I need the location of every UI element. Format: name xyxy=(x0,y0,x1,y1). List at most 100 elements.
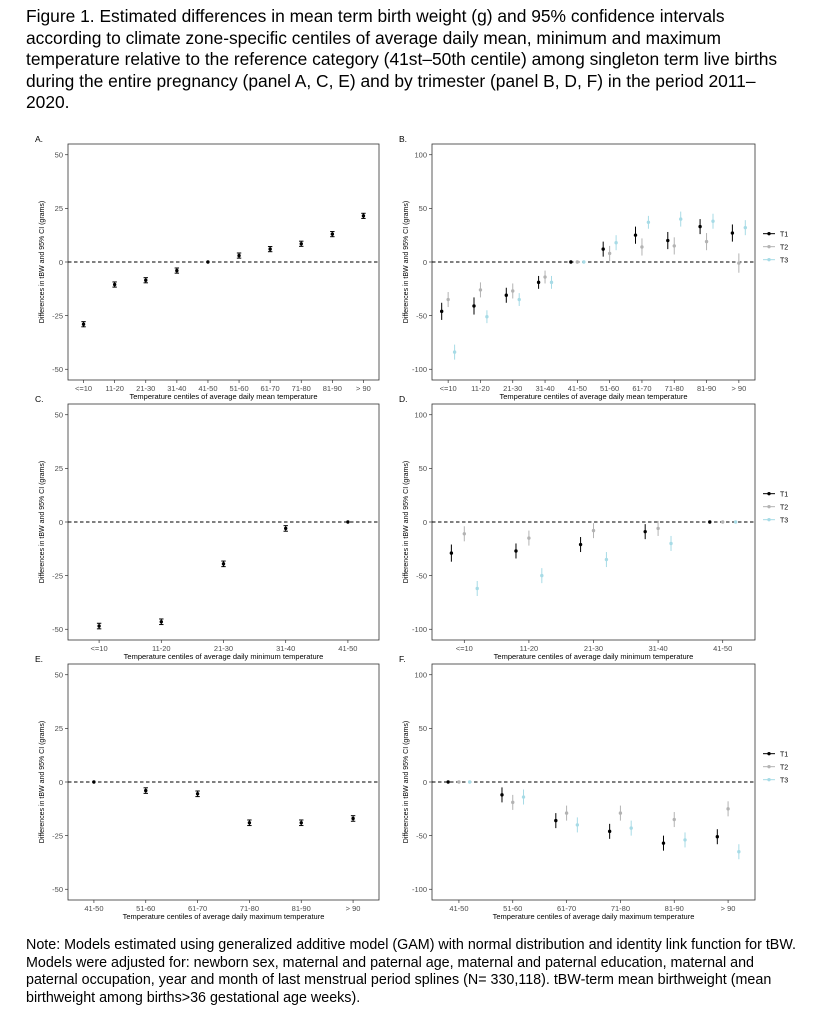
x-tick-label: 61-70 xyxy=(188,904,207,913)
series-t3 xyxy=(467,780,741,860)
y-axis-label: Differences in tBW and 95% CI (grams) xyxy=(39,461,46,583)
data-point xyxy=(733,520,738,524)
data-point xyxy=(575,260,580,264)
data-point xyxy=(737,261,741,265)
panel-d-chart: D. -100 -50 0 50 100 <=10 11-20 21-30 31-40 41-50 T… xyxy=(399,394,788,661)
y-tick-label: -50 xyxy=(52,885,63,894)
panel-label: A. xyxy=(35,134,43,144)
x-tick-label: 71-80 xyxy=(292,384,311,393)
data-point xyxy=(112,282,117,287)
panel-b-chart: B. -100 -50 0 50 100 <=10 11-20 21-30 31-40 41-50 5… xyxy=(399,134,788,401)
series-t1 xyxy=(449,520,712,562)
data-point xyxy=(500,793,504,797)
legend-label: T3 xyxy=(780,517,788,524)
panel-e-chart: E. -50 -25 0 25 50 41-50 51-60 61-70 71-80 81-90 > … xyxy=(35,654,380,921)
x-tick-label: 41-50 xyxy=(568,384,587,393)
figure-note: Note: Models estimated using generalized… xyxy=(26,937,797,1006)
legend-label: T2 xyxy=(780,244,788,251)
y-tick-label: -50 xyxy=(416,831,427,840)
data-point xyxy=(730,231,735,235)
y-tick-label: 0 xyxy=(59,518,63,527)
data-point xyxy=(698,224,702,229)
legend-label: T3 xyxy=(780,777,788,784)
legend-key-point xyxy=(767,231,771,236)
data-point xyxy=(708,520,712,524)
x-tick-label: 11-20 xyxy=(105,384,124,393)
y-tick-label: 25 xyxy=(55,724,63,733)
x-tick-label: 71-80 xyxy=(611,904,630,913)
y-tick-label: -25 xyxy=(52,571,63,580)
data-point xyxy=(614,240,618,245)
y-tick-label: 50 xyxy=(55,151,63,160)
y-axis-label: Differences in tBW and 95% CI (grams) xyxy=(403,721,410,843)
data-point xyxy=(268,247,272,251)
x-tick-label: 41-50 xyxy=(713,644,732,653)
legend-key-point xyxy=(767,244,771,249)
x-axis-label: Temperature centiles of average daily mi… xyxy=(494,652,694,661)
x-tick-label: 31-40 xyxy=(276,644,295,653)
data-point xyxy=(457,780,461,784)
data-point xyxy=(646,220,651,225)
y-tick-label: 25 xyxy=(55,204,63,213)
legend-key-point xyxy=(767,517,771,522)
legend-label: T3 xyxy=(780,257,788,264)
series-t1 xyxy=(439,219,735,320)
data-point xyxy=(575,823,580,827)
x-tick-label: 81-90 xyxy=(323,384,342,393)
x-tick-label: 31-40 xyxy=(535,384,554,393)
y-tick-label: 0 xyxy=(423,778,427,787)
data-point xyxy=(449,551,454,555)
series-t2 xyxy=(446,233,741,308)
x-tick-label: 41-50 xyxy=(84,904,103,913)
data-point xyxy=(462,532,466,536)
y-tick-label: -100 xyxy=(412,885,427,894)
x-tick-label: 61-70 xyxy=(632,384,651,393)
panel-c-chart: C. -50 -25 0 25 50 <=10 11-20 21-30 31-40 41-50 Tem… xyxy=(35,394,380,661)
data-point xyxy=(521,795,526,799)
data-point xyxy=(247,821,252,825)
data-point xyxy=(346,520,350,524)
y-tick-label: 0 xyxy=(59,258,63,267)
data-point xyxy=(92,780,96,784)
y-tick-label: 0 xyxy=(423,258,427,267)
y-tick-label: 0 xyxy=(423,518,427,527)
y-tick-label: -50 xyxy=(52,625,63,634)
x-tick-label: <=10 xyxy=(91,644,108,653)
x-tick-label: > 90 xyxy=(721,904,736,913)
data-point xyxy=(237,253,241,258)
legend-label: T1 xyxy=(780,491,788,498)
x-tick-label: 61-70 xyxy=(557,904,576,913)
x-tick-label: 41-50 xyxy=(338,644,357,653)
data-point xyxy=(514,549,518,553)
data-point xyxy=(144,278,148,282)
data-point xyxy=(601,247,605,251)
data-point xyxy=(446,297,450,302)
panel-label: B. xyxy=(399,134,407,144)
y-tick-label: 100 xyxy=(414,671,427,680)
data-point xyxy=(737,850,741,854)
x-tick-label: 11-20 xyxy=(520,644,539,653)
data-point xyxy=(472,304,476,308)
y-tick-label: -50 xyxy=(416,571,427,580)
series-t3 xyxy=(452,211,748,360)
panel-a-chart: A. -50 -25 0 25 50 <=10 11-20 21-30 31-40 41-50 51-… xyxy=(35,134,380,401)
legend-label: T2 xyxy=(780,764,788,771)
data-point xyxy=(564,811,569,815)
y-tick-label: 100 xyxy=(414,411,427,420)
y-tick-label: -50 xyxy=(416,311,427,320)
y-axis-label: Differences in tBW and 95% CI (grams) xyxy=(39,201,46,323)
data-point xyxy=(517,297,521,302)
data-point xyxy=(726,807,730,811)
series-overall xyxy=(96,520,350,630)
series-t2 xyxy=(462,520,725,546)
data-point xyxy=(607,829,612,834)
data-point xyxy=(330,232,335,236)
x-tick-label: 31-40 xyxy=(649,644,668,653)
x-tick-label: 21-30 xyxy=(136,384,155,393)
legend-label: T1 xyxy=(780,751,788,758)
data-point xyxy=(284,526,288,531)
x-axis-label: Temperature centiles of average daily mi… xyxy=(124,652,324,661)
data-point xyxy=(672,244,676,248)
data-point xyxy=(643,529,647,534)
data-point xyxy=(536,280,541,285)
